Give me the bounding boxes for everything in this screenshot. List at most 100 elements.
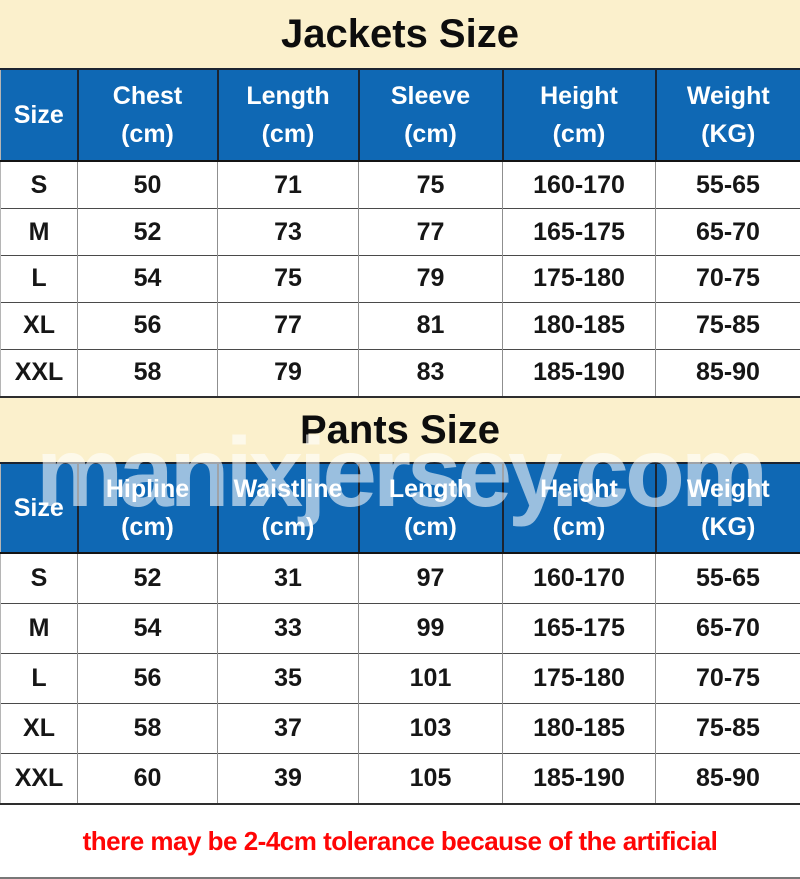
data-cell: 105 [358, 752, 503, 805]
size-cell: L [0, 255, 78, 303]
data-cell: 54 [77, 603, 218, 654]
data-cell: 39 [217, 752, 359, 805]
header-label: Sleeve [390, 81, 471, 110]
table-row: L 54 75 79 175-180 70-75 [0, 255, 800, 303]
data-cell: 58 [77, 702, 218, 754]
header-unit: (cm) [121, 119, 174, 148]
data-cell: 37 [217, 702, 359, 754]
data-cell: 81 [358, 301, 503, 350]
header-unit: (KG) [701, 119, 756, 148]
pants-header-height: Height (cm) [501, 462, 656, 554]
data-cell: 73 [217, 208, 359, 256]
table-row: S 50 71 75 160-170 55-65 [0, 160, 800, 209]
data-cell: 56 [77, 301, 218, 350]
table-row: L 56 35 101 175-180 70-75 [0, 653, 800, 704]
pants-header-hipline: Hipline (cm) [76, 462, 218, 554]
pants-header-size: Size [0, 462, 78, 554]
jackets-header-length: Length (cm) [216, 68, 359, 162]
data-cell: 180-185 [502, 702, 656, 754]
pants-header-weight: Weight (KG) [654, 462, 800, 554]
header-label: Height [540, 81, 618, 110]
jackets-header-sleeve: Sleeve (cm) [357, 68, 503, 162]
data-cell: 70-75 [655, 255, 800, 303]
data-cell: 75-85 [655, 301, 800, 350]
data-cell: 55-65 [655, 160, 800, 209]
tolerance-note: there may be 2-4cm tolerance because of … [82, 826, 718, 856]
jackets-header-chest: Chest (cm) [76, 68, 218, 162]
data-cell: 180-185 [502, 301, 656, 350]
size-cell: XXL [0, 348, 78, 398]
jackets-header-weight: Weight (KG) [654, 68, 800, 162]
pants-header-row: Size Hipline (cm) Waistline (cm) [0, 462, 800, 554]
header-unit: (cm) [404, 119, 457, 148]
data-cell: 70-75 [655, 653, 800, 704]
pants-title-band: Pants Size [0, 398, 800, 462]
header-unit: (cm) [552, 119, 606, 148]
table-row: M 54 33 99 165-175 65-70 [0, 603, 800, 654]
data-cell: 160-170 [502, 552, 656, 604]
data-cell: 52 [77, 208, 218, 256]
header-label: Length [246, 81, 330, 110]
size-cell: S [0, 552, 78, 604]
pants-header-waistline: Waistline (cm) [216, 462, 359, 554]
data-cell: 52 [77, 552, 218, 604]
data-cell: 71 [217, 160, 359, 209]
data-cell: 54 [77, 255, 218, 303]
header-unit: (KG) [701, 512, 756, 541]
data-cell: 75 [217, 255, 359, 303]
data-cell: 101 [358, 653, 503, 704]
header-label: Size [13, 493, 64, 522]
size-cell: XL [0, 301, 78, 350]
data-cell: 79 [217, 348, 359, 398]
header-label: Size [13, 100, 64, 129]
pants-title: Pants Size [299, 408, 501, 452]
header-unit: (cm) [261, 512, 315, 541]
header-unit: (cm) [121, 512, 174, 541]
data-cell: 165-175 [502, 603, 656, 654]
tolerance-footer: there may be 2-4cm tolerance because of … [0, 805, 800, 879]
data-cell: 75 [358, 160, 503, 209]
data-cell: 175-180 [502, 255, 656, 303]
jackets-header-height: Height (cm) [501, 68, 656, 162]
size-cell: XXL [0, 752, 78, 805]
data-cell: 97 [358, 552, 503, 604]
header-unit: (cm) [404, 512, 457, 541]
data-cell: 79 [358, 255, 503, 303]
size-cell: L [0, 653, 78, 704]
header-label: Length [388, 474, 473, 503]
jackets-header-size: Size [0, 68, 78, 162]
data-cell: 103 [358, 702, 503, 754]
pants-header-length: Length (cm) [357, 462, 503, 554]
header-label: Hipline [105, 474, 190, 503]
data-cell: 185-190 [502, 752, 656, 805]
size-cell: S [0, 160, 78, 209]
data-cell: 83 [358, 348, 503, 398]
data-cell: 175-180 [502, 653, 656, 704]
data-cell: 77 [358, 208, 503, 256]
header-label: Chest [112, 81, 183, 110]
data-cell: 50 [77, 160, 218, 209]
size-cell: XL [0, 702, 78, 754]
data-cell: 35 [217, 653, 359, 704]
table-row: XL 58 37 103 180-185 75-85 [0, 702, 800, 754]
jackets-header-row: Size Chest (cm) Length (cm) Sle [0, 68, 800, 162]
data-cell: 65-70 [655, 208, 800, 256]
table-row: S 52 31 97 160-170 55-65 [0, 552, 800, 604]
data-cell: 160-170 [502, 160, 656, 209]
jackets-title-band: Jackets Size [0, 0, 800, 68]
data-cell: 165-175 [502, 208, 656, 256]
data-cell: 56 [77, 653, 218, 704]
jackets-title: Jackets Size [281, 12, 519, 56]
table-row: XXL 60 39 105 185-190 85-90 [0, 752, 800, 805]
data-cell: 58 [77, 348, 218, 398]
data-cell: 31 [217, 552, 359, 604]
table-row: XL 56 77 81 180-185 75-85 [0, 301, 800, 350]
data-cell: 75-85 [655, 702, 800, 754]
data-cell: 85-90 [655, 348, 800, 398]
header-label: Waistline [233, 474, 343, 503]
data-cell: 65-70 [655, 603, 800, 654]
header-label: Height [540, 474, 618, 503]
size-cell: M [0, 603, 78, 654]
pants-size-table: Size Hipline (cm) Waistline (cm) [0, 462, 800, 805]
